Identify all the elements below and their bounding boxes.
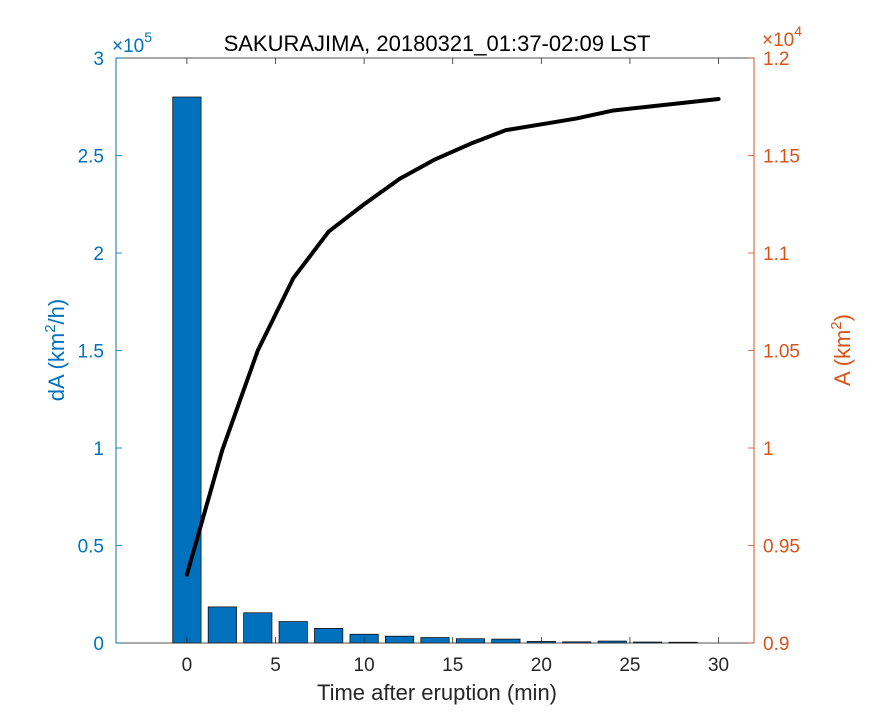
left-y-axis-exponent: ×105	[112, 29, 152, 57]
right-y-axis-label: A (km2)	[828, 314, 855, 386]
right-y-tick-label: 0.95	[763, 537, 800, 558]
right-y-tick-label: 1.15	[763, 147, 800, 168]
x-axis-label: Time after eruption (min)	[317, 680, 557, 705]
left-y-tick-label: 1.5	[78, 342, 104, 363]
x-axis: 0 5 10 15 20 25 30	[182, 58, 729, 676]
right-y-tick-label: 1.05	[763, 342, 800, 363]
left-y-axis-label: dA (km2/h)	[42, 299, 69, 402]
right-y-axis-exponent: ×104	[762, 23, 802, 51]
bar	[385, 635, 415, 644]
x-tick-label: 20	[531, 655, 552, 676]
left-y-tick-label: 3	[93, 49, 104, 70]
bar	[172, 96, 202, 644]
left-y-tick-label: 0.5	[78, 537, 104, 558]
left-y-tick-label: 0	[93, 634, 104, 655]
right-y-tick-label: 1.2	[763, 49, 789, 70]
x-tick-label: 15	[442, 655, 463, 676]
right-y-axis: 0.9 0.95 1 1.05 1.1 1.15 1.2	[748, 49, 800, 655]
chart-title: SAKURAJIMA, 20180321_01:37-02:09 LST	[224, 31, 651, 56]
right-y-tick-label: 0.9	[763, 634, 789, 655]
x-tick-label: 5	[270, 655, 281, 676]
bar-series	[172, 96, 698, 644]
bar	[243, 612, 273, 644]
x-tick-label: 30	[708, 655, 729, 676]
left-y-tick-label: 2	[93, 244, 104, 265]
bar	[207, 606, 237, 644]
cumulative-area-line	[184, 96, 721, 577]
plot-area	[116, 58, 754, 643]
bar	[314, 628, 344, 644]
bar	[455, 638, 485, 644]
x-tick-label: 25	[619, 655, 640, 676]
left-y-tick-label: 1	[93, 439, 104, 460]
bar	[420, 637, 450, 644]
x-tick-label: 10	[354, 655, 375, 676]
left-y-axis: 0 0.5 1 1.5 2 2.5 3	[78, 49, 122, 655]
right-y-tick-label: 1.1	[763, 244, 789, 265]
bar	[278, 621, 308, 644]
x-tick-label: 0	[182, 655, 193, 676]
left-y-tick-label: 2.5	[78, 147, 104, 168]
line-series	[184, 96, 721, 577]
right-y-tick-label: 1	[763, 439, 774, 460]
bar	[491, 638, 521, 644]
